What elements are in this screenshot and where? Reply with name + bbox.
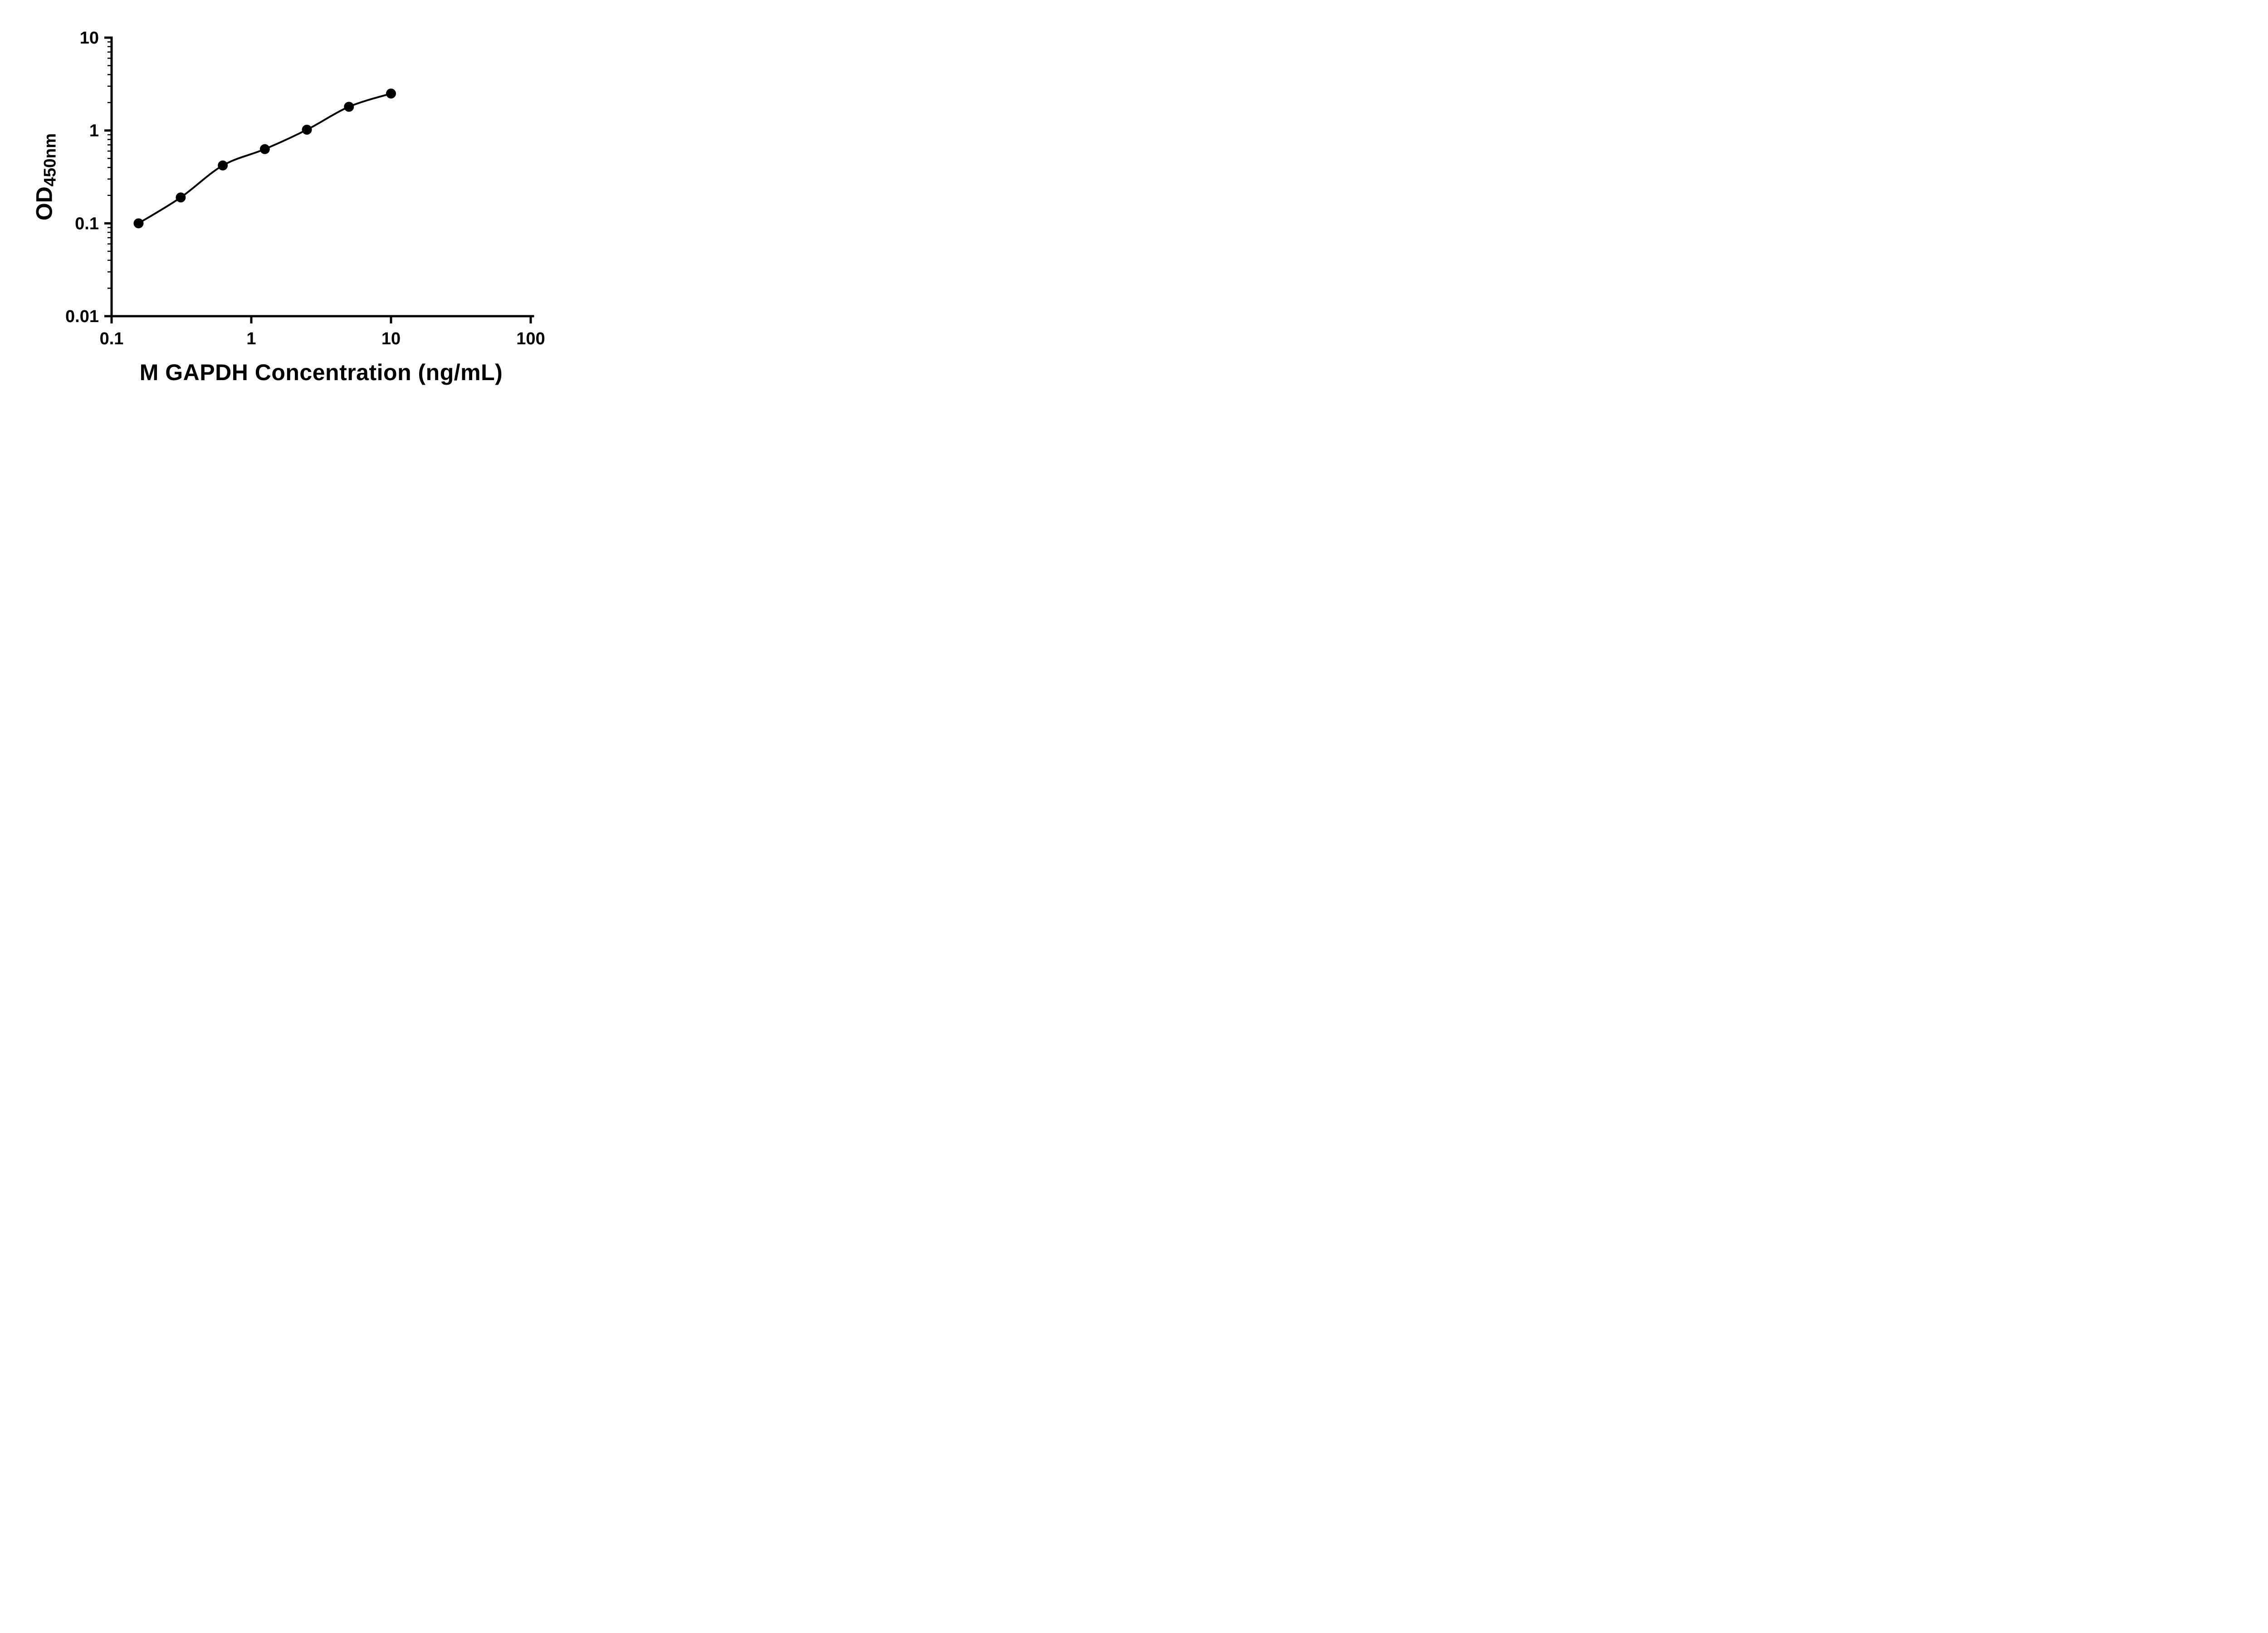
x-tick-label: 1	[246, 329, 256, 348]
y-axis-minor-ticks	[108, 41, 112, 289]
y-tick-label: 1	[89, 122, 99, 141]
data-point	[302, 124, 312, 135]
data-point	[133, 218, 144, 229]
data-point	[259, 144, 270, 154]
x-axis-title: M GAPDH Concentration (ng/mL)	[139, 360, 503, 385]
y-axis-title: OD450nm	[31, 133, 59, 220]
x-tick-label: 10	[381, 329, 401, 348]
data-point	[344, 102, 354, 112]
data-series	[133, 88, 396, 229]
elisa-standard-curve-figure: 0.01 0.1 1 10 0.1 1 10 100 M GAPDH Concentratio…	[0, 0, 583, 408]
x-axis: 0.1 1 10 100	[100, 316, 545, 348]
data-point	[176, 192, 186, 203]
y-tick-label: 10	[80, 29, 99, 48]
data-point	[218, 160, 228, 171]
axes-spine	[110, 36, 534, 318]
data-point	[386, 88, 396, 99]
y-axis: 0.01 0.1 1 10	[65, 29, 112, 326]
y-axis-title-od: OD	[31, 186, 57, 221]
y-tick-label: 0.1	[75, 214, 99, 233]
x-tick-label: 0.1	[100, 329, 124, 348]
x-tick-label: 100	[516, 329, 545, 348]
y-tick-label: 0.01	[65, 307, 99, 326]
fit-curve	[138, 93, 391, 225]
y-axis-title-subscript: 450nm	[40, 133, 59, 187]
